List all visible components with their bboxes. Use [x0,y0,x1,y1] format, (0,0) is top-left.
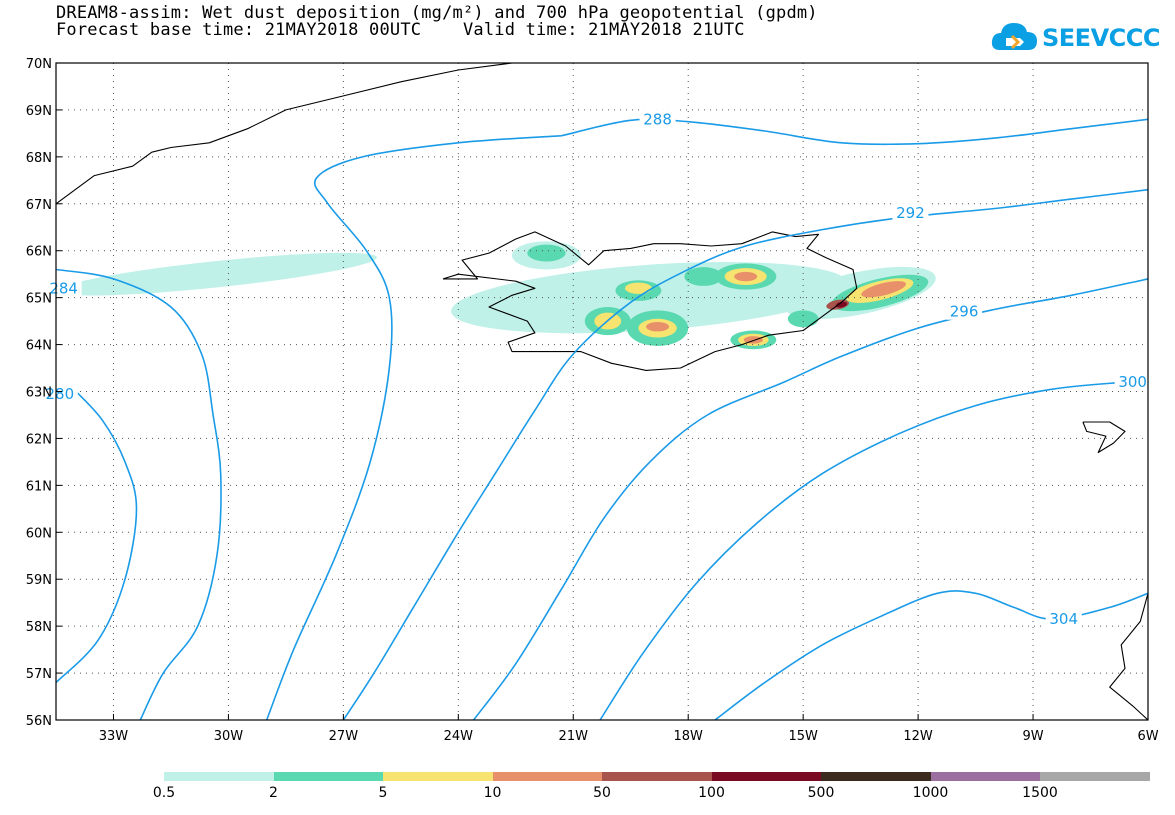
deposition-area [56,252,377,296]
legend-label: 5 [378,785,388,801]
coastlines [56,63,1148,720]
y-tick-label: 64N [26,339,52,354]
legend-label: 50 [593,785,611,801]
coastline-faroe [1082,421,1126,454]
legend-swatch [821,772,931,781]
x-tick-label: 21W [559,729,589,744]
contour-label-bg [946,301,983,320]
y-tick-label: 63N [26,386,52,401]
contour-line [472,278,1148,720]
legend-label: 10 [483,785,502,801]
contour-line [56,386,138,684]
legend-label: 100 [698,785,725,801]
contour-label-bg [45,278,82,297]
legend-label: 2 [269,785,278,801]
cloud-icon [991,23,1037,50]
y-tick-label: 56N [26,714,52,729]
contour-label-bg [639,109,676,128]
geopotential-contours [56,118,1148,720]
y-tick-label: 60N [26,526,52,541]
contour-label-bg [1045,609,1082,628]
contour-line [265,134,562,720]
legend-label: 1000 [912,785,949,801]
seevccc-logo: SEEVCCC [990,18,1161,58]
logo-text: SEEVCCC [1042,24,1161,52]
y-tick-label: 62N [26,432,52,447]
deposition-area [734,271,758,282]
coastline-scotland [1109,593,1148,720]
legend-swatch [602,772,712,781]
x-tick-label: 12W [903,729,933,744]
contour-label: 300 [1118,373,1147,391]
legend-swatch [492,772,602,781]
contour-line [714,590,1148,720]
contour-line [342,188,1148,720]
contour-label-bg [41,383,78,402]
legend-swatch [930,772,1040,781]
y-tick-label: 66N [26,245,52,260]
y-tick-label: 57N [26,667,52,682]
contour-line [56,268,222,720]
contour-label: 280 [46,385,75,403]
y-tick-label: 58N [26,620,52,635]
deposition-area [787,310,819,328]
deposition-area [835,301,848,308]
contour-labels: 284 280 288 292 296 300 304 [41,109,1151,628]
axis-ticks: 33W 30W 27W 24W 21W 18W 15W 12W 9W 6W 70N 69N 68N 67N… [26,57,1159,744]
deposition-layer [56,241,936,350]
deposition-area [684,267,723,286]
legend-swatch [164,772,274,781]
contour-line [599,381,1126,720]
map-title-line1: DREAM8-assim: Wet dust deposition (mg/m²… [56,3,818,23]
coastline-greenland [56,63,513,205]
legend-label: 500 [807,785,835,801]
x-tick-label: 33W [99,729,129,744]
y-tick-label: 68N [26,151,52,166]
legend-swatch [1040,772,1150,781]
legend-swatch [383,772,493,781]
x-tick-label: 27W [329,729,359,744]
y-tick-label: 65N [26,292,52,307]
x-tick-label: 18W [674,729,704,744]
contour-label: 304 [1049,610,1078,628]
y-tick-label: 69N [26,104,52,119]
legend-swatch [273,772,383,781]
deposition-area [861,281,906,298]
grid-lines [56,63,1148,720]
legend-label: 0.5 [152,785,176,801]
contour-label-bg [1114,372,1151,391]
legend-swatch [711,772,821,781]
y-tick-label: 67N [26,198,52,213]
deposition-area [646,322,670,332]
contour-label: 284 [49,279,78,297]
deposition-area [527,244,566,262]
x-tick-label: 6W [1137,729,1158,744]
coastline-iceland [442,231,858,371]
contour-label: 296 [950,303,979,321]
x-tick-label: 30W [214,729,244,744]
y-tick-label: 61N [26,479,52,494]
deposition-area [624,282,652,294]
y-tick-label: 59N [26,573,52,588]
contour-label: 292 [896,204,925,222]
legend-label: 1500 [1022,785,1058,801]
map-title-line2: Forecast base time: 21MAY2018 00UTC Vali… [56,20,745,40]
x-tick-label: 24W [444,729,474,744]
contour-label: 288 [643,110,672,128]
contour-label-bg [892,203,929,222]
x-tick-label: 15W [788,729,818,744]
x-tick-label: 9W [1022,729,1043,744]
y-tick-label: 70N [26,57,52,72]
